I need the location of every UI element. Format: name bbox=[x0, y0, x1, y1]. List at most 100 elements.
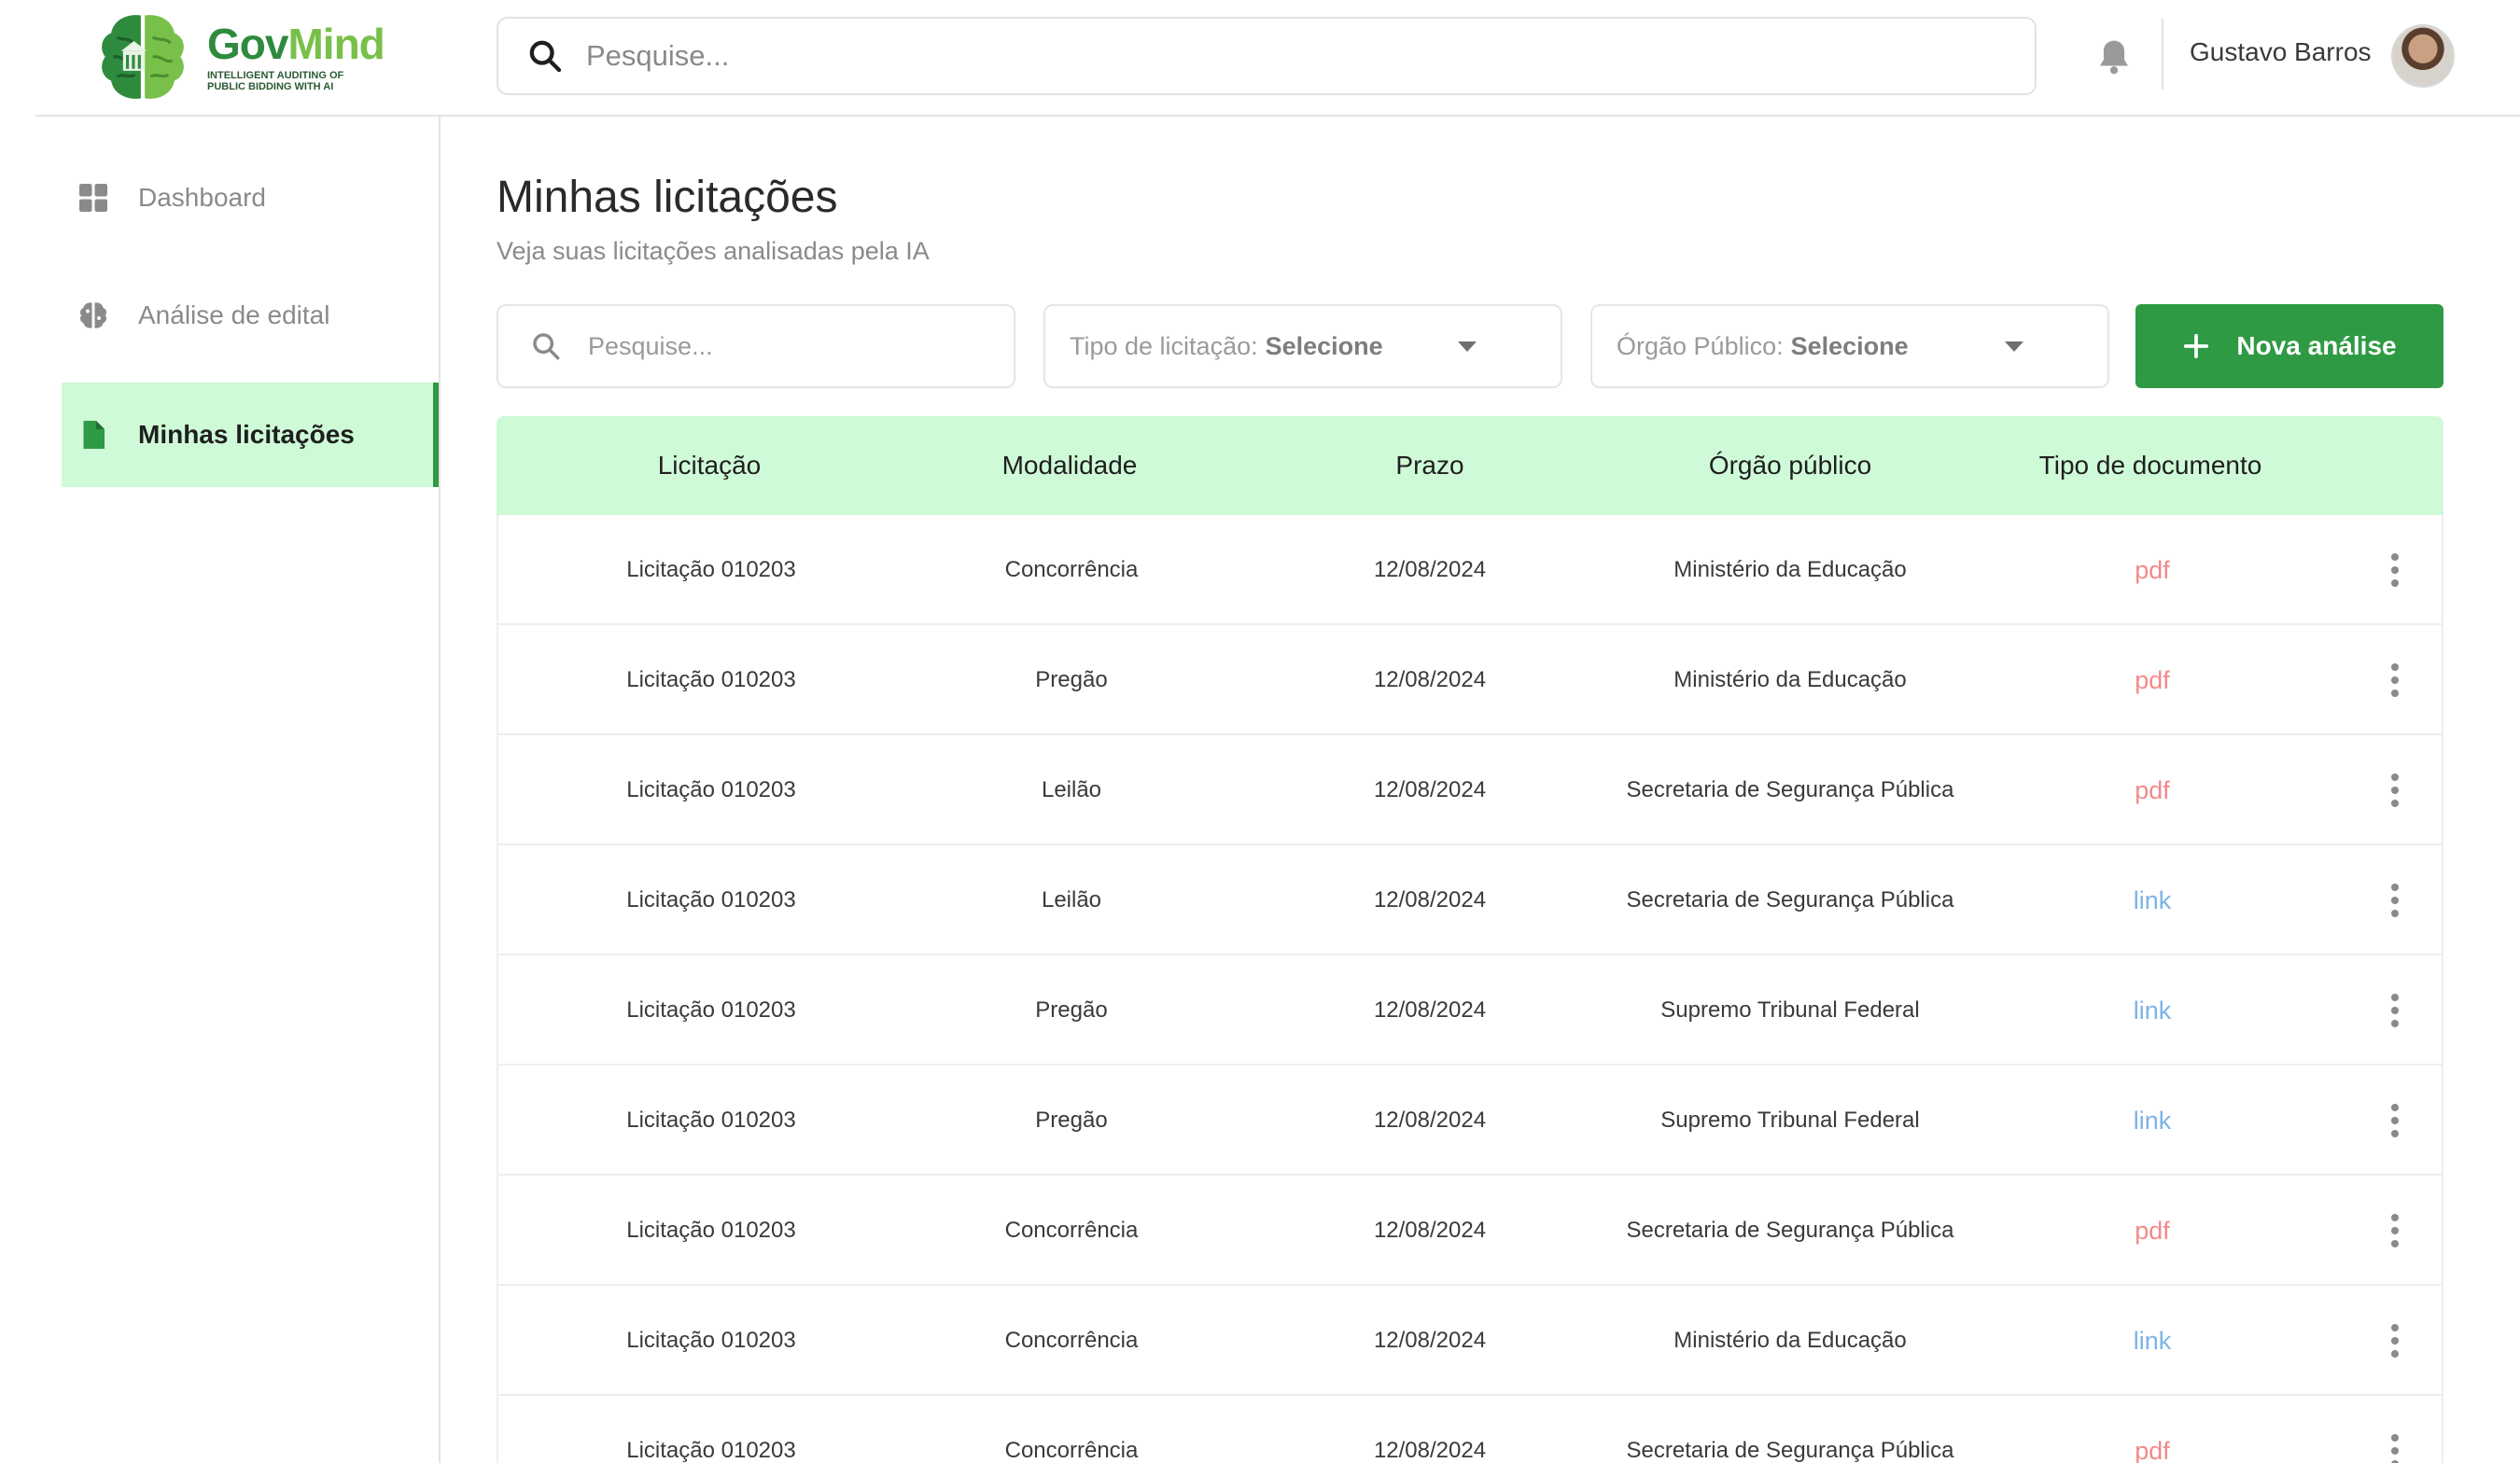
kebab-dot bbox=[2391, 566, 2399, 574]
cell-licitacao: Licitação 010203 bbox=[626, 777, 796, 802]
kebab-dot bbox=[2391, 1130, 2399, 1137]
more-options-icon[interactable] bbox=[2387, 994, 2402, 1027]
cell-tipo-documento[interactable]: pdf bbox=[2135, 556, 2170, 584]
more-options-icon[interactable] bbox=[2387, 1324, 2402, 1358]
logo-name-mind: Mind bbox=[287, 20, 385, 68]
orgao-publico-select[interactable]: Órgão Público: Selecione bbox=[1590, 304, 2109, 388]
kebab-dot bbox=[2391, 994, 2399, 1001]
kebab-dot bbox=[2391, 1007, 2399, 1014]
kebab-dot bbox=[2391, 1240, 2399, 1247]
more-options-icon[interactable] bbox=[2387, 663, 2402, 697]
sidebar-item-minhas-licitacoes[interactable]: Minhas licitações bbox=[62, 383, 439, 487]
more-options-icon[interactable] bbox=[2387, 884, 2402, 917]
user-name[interactable]: Gustavo Barros bbox=[2190, 37, 2372, 66]
nova-analise-button[interactable]: Nova análise bbox=[2135, 304, 2443, 388]
more-options-icon[interactable] bbox=[2387, 1214, 2402, 1247]
more-options-icon[interactable] bbox=[2387, 1434, 2402, 1463]
cell-orgao-publico: Secretaria de Segurança Pública bbox=[1626, 1438, 1954, 1463]
kebab-dot bbox=[2391, 1324, 2399, 1331]
table-row[interactable]: Licitação 010203 Pregão 12/08/2024 Supremo … bbox=[498, 1066, 2442, 1176]
chevron-down-icon bbox=[1458, 341, 1477, 352]
kebab-dot bbox=[2391, 787, 2399, 794]
table-row[interactable]: Licitação 010203 Pregão 12/08/2024 Ministér… bbox=[498, 625, 2442, 735]
cell-prazo: 12/08/2024 bbox=[1373, 997, 1487, 1023]
cell-modalidade: Pregão bbox=[1035, 667, 1108, 692]
plus-icon bbox=[2184, 333, 2209, 359]
table-row[interactable]: Licitação 010203 Concorrência 12/08/2024 Mi… bbox=[498, 515, 2442, 625]
sidebar-item-dashboard[interactable]: Dashboard bbox=[62, 146, 439, 250]
table-row[interactable]: Licitação 010203 Leilão 12/08/2024 Secretar… bbox=[498, 845, 2442, 955]
cell-prazo: 12/08/2024 bbox=[1373, 1108, 1487, 1133]
cell-orgao-publico: Supremo Tribunal Federal bbox=[1660, 1108, 1920, 1133]
column-header-licitacao[interactable]: Licitação bbox=[657, 451, 762, 480]
kebab-dot bbox=[2391, 773, 2399, 781]
table-row[interactable]: Licitação 010203 Concorrência 12/08/2024 Mi… bbox=[498, 1286, 2442, 1396]
table-row[interactable]: Licitação 010203 Concorrência 12/08/2024 Se… bbox=[498, 1396, 2442, 1463]
cell-modalidade: Concorrência bbox=[1004, 1438, 1139, 1463]
kebab-dot bbox=[2391, 690, 2399, 697]
table-row[interactable]: Licitação 010203 Leilão 12/08/2024 Secretar… bbox=[498, 735, 2442, 845]
cell-tipo-documento[interactable]: pdf bbox=[2135, 776, 2170, 804]
column-header-tipo-documento[interactable]: Tipo de documento bbox=[2038, 451, 2262, 480]
govmind-logo[interactable]: Gov Mind Intelligent auditing of public b… bbox=[93, 6, 385, 108]
column-header-orgao-publico[interactable]: Órgão público bbox=[1708, 451, 1872, 480]
more-options-icon[interactable] bbox=[2387, 773, 2402, 807]
more-options-icon[interactable] bbox=[2387, 1104, 2402, 1137]
global-search-box[interactable] bbox=[497, 17, 2037, 95]
global-search-input[interactable] bbox=[586, 39, 1986, 73]
cell-prazo: 12/08/2024 bbox=[1373, 1438, 1487, 1463]
more-options-icon[interactable] bbox=[2387, 553, 2402, 587]
page-title: Minhas licitações bbox=[497, 173, 838, 222]
sidebar-item-label: Análise de edital bbox=[138, 300, 330, 329]
cell-modalidade: Concorrência bbox=[1004, 1328, 1139, 1353]
cell-modalidade: Concorrência bbox=[1004, 1218, 1139, 1243]
cell-tipo-documento[interactable]: link bbox=[2133, 886, 2172, 914]
cell-tipo-documento[interactable]: link bbox=[2133, 1327, 2172, 1355]
dashboard-grid-icon bbox=[79, 184, 107, 212]
logo-tagline: Intelligent auditing of public bidding w… bbox=[207, 70, 344, 92]
cell-prazo: 12/08/2024 bbox=[1373, 887, 1487, 913]
column-header-modalidade[interactable]: Modalidade bbox=[1001, 451, 1138, 480]
kebab-dot bbox=[2391, 1020, 2399, 1027]
table-row[interactable]: Licitação 010203 Concorrência 12/08/2024 Se… bbox=[498, 1176, 2442, 1286]
search-icon bbox=[533, 333, 560, 360]
licitacoes-table: Licitação Modalidade Prazo Órgão público… bbox=[497, 416, 2443, 1463]
sidebar-item-label: Dashboard bbox=[138, 183, 266, 212]
user-avatar[interactable] bbox=[2391, 24, 2455, 88]
cell-licitacao: Licitação 010203 bbox=[626, 1328, 796, 1353]
sidebar-item-analise-edital[interactable]: Análise de edital bbox=[62, 263, 439, 368]
nova-analise-label: Nova análise bbox=[2236, 331, 2397, 360]
kebab-dot bbox=[2391, 1447, 2399, 1455]
kebab-dot bbox=[2391, 676, 2399, 684]
cell-licitacao: Licitação 010203 bbox=[626, 1438, 796, 1463]
cell-tipo-documento[interactable]: link bbox=[2133, 996, 2172, 1024]
table-row[interactable]: Licitação 010203 Pregão 12/08/2024 Supremo … bbox=[498, 955, 2442, 1066]
cell-tipo-documento[interactable]: link bbox=[2133, 1107, 2172, 1135]
cell-tipo-documento[interactable]: pdf bbox=[2135, 666, 2170, 694]
cell-orgao-publico: Supremo Tribunal Federal bbox=[1660, 997, 1920, 1023]
sidebar: Dashboard Análise de edital Minhas licit… bbox=[0, 116, 441, 1463]
cell-licitacao: Licitação 010203 bbox=[626, 557, 796, 582]
cell-modalidade: Pregão bbox=[1035, 1108, 1108, 1133]
table-search-box[interactable] bbox=[497, 304, 1015, 388]
kebab-dot bbox=[2391, 1350, 2399, 1358]
cell-prazo: 12/08/2024 bbox=[1373, 667, 1487, 692]
kebab-dot bbox=[2391, 1434, 2399, 1442]
cell-licitacao: Licitação 010203 bbox=[626, 997, 796, 1023]
column-header-prazo[interactable]: Prazo bbox=[1395, 451, 1464, 480]
cell-tipo-documento[interactable]: pdf bbox=[2135, 1437, 2170, 1463]
table-body: Licitação 010203 Concorrência 12/08/2024 Mi… bbox=[497, 515, 2443, 1463]
cell-licitacao: Licitação 010203 bbox=[626, 1108, 796, 1133]
notification-bell-icon[interactable] bbox=[2096, 37, 2132, 77]
cell-modalidade: Concorrência bbox=[1004, 557, 1139, 582]
brain-logo-icon bbox=[102, 15, 184, 99]
kebab-dot bbox=[2391, 663, 2399, 671]
table-search-input[interactable] bbox=[588, 331, 999, 361]
kebab-dot bbox=[2391, 1104, 2399, 1111]
cell-modalidade: Leilão bbox=[1041, 887, 1102, 913]
cell-tipo-documento[interactable]: pdf bbox=[2135, 1217, 2170, 1245]
cell-licitacao: Licitação 010203 bbox=[626, 1218, 796, 1243]
logo-text: Gov Mind Intelligent auditing of public b… bbox=[207, 21, 385, 92]
cell-orgao-publico: Ministério da Educação bbox=[1673, 557, 1907, 582]
tipo-licitacao-select[interactable]: Tipo de licitação: Selecione bbox=[1043, 304, 1562, 388]
